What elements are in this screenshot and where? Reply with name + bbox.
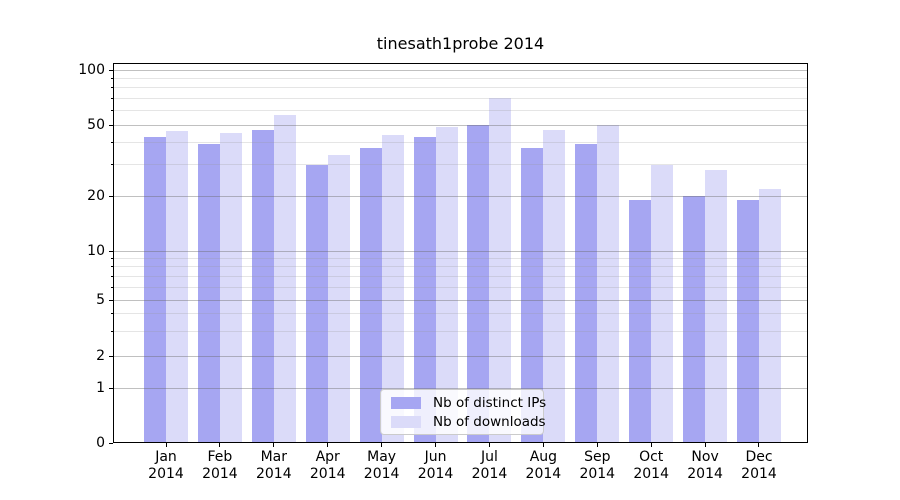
y-minor-tick (111, 164, 113, 166)
x-tick-label: Jun 2014 (417, 449, 454, 482)
bar-downloads-nov (705, 169, 728, 443)
x-tick-label: Jan 2014 (148, 449, 184, 482)
x-tick (381, 443, 383, 447)
y-tick-label: 100 (78, 61, 105, 78)
gridline-minor (114, 97, 807, 99)
y-tick (109, 69, 113, 71)
x-tick-label: Mar 2014 (255, 449, 292, 482)
x-tick (488, 443, 490, 447)
chart-title: tinesath1probe 2014 (376, 34, 545, 53)
y-tick (109, 355, 113, 357)
x-tick (435, 443, 437, 447)
gridline-minor (114, 330, 807, 332)
bar-downloads-aug (543, 129, 566, 443)
y-minor-tick (111, 266, 113, 268)
x-tick (704, 443, 706, 447)
x-tick (758, 443, 760, 447)
y-minor-tick (111, 330, 113, 332)
gridline-minor (114, 286, 807, 288)
bar-downloads-sep (597, 125, 620, 443)
bar-ips-feb (197, 144, 220, 443)
legend-label-distinct-ips: Nb of distinct IPs (433, 394, 547, 411)
gridline-major (114, 250, 807, 252)
bar-downloads-mar (273, 114, 296, 443)
y-tick-label: 2 (96, 347, 105, 364)
legend: Nb of distinct IPs Nb of downloads (380, 389, 546, 435)
bar-ips-may (359, 148, 382, 443)
gridline-minor (114, 266, 807, 268)
y-tick (109, 195, 113, 197)
bar-ips-sep (575, 144, 598, 443)
legend-label-downloads: Nb of downloads (433, 413, 546, 430)
x-tick (542, 443, 544, 447)
legend-swatch-distinct-ips (391, 396, 421, 409)
gridline-major (114, 299, 807, 301)
x-tick-label: Dec 2014 (741, 449, 777, 482)
x-tick (219, 443, 221, 447)
y-minor-tick (111, 77, 113, 79)
bar-ips-oct (629, 200, 652, 443)
bar-ips-mar (251, 129, 274, 443)
bar-downloads-apr (327, 154, 350, 443)
y-tick-label: 10 (87, 242, 105, 259)
gridline-minor (114, 275, 807, 277)
x-tick-label: Aug 2014 (525, 449, 562, 482)
y-tick-label: 50 (87, 116, 105, 133)
x-tick-label: Oct 2014 (633, 449, 669, 482)
gridline-major (114, 355, 807, 357)
y-minor-tick (111, 286, 113, 288)
gridline-minor (114, 313, 807, 315)
bar-downloads-jan (166, 131, 188, 443)
y-tick-label: 5 (96, 291, 105, 308)
legend-swatch-downloads (391, 415, 421, 428)
x-tick-label: Feb 2014 (202, 449, 238, 482)
gridline-minor (114, 141, 807, 143)
y-minor-tick (111, 141, 113, 143)
gridline-minor (114, 110, 807, 112)
y-tick (109, 124, 113, 126)
y-tick (109, 250, 113, 252)
x-tick (327, 443, 329, 447)
y-tick (109, 387, 113, 389)
x-tick-label: Apr 2014 (309, 449, 346, 482)
gridline-minor (114, 257, 807, 259)
y-tick (109, 299, 113, 301)
y-minor-tick (111, 257, 113, 259)
legend-row-distinct-ips: Nb of distinct IPs (391, 395, 546, 411)
x-tick-label: Nov 2014 (687, 449, 723, 482)
x-tick-label: Sep 2014 (579, 449, 616, 482)
plot-area-border (113, 63, 808, 443)
y-tick (109, 442, 113, 444)
gridline-major (114, 69, 807, 71)
y-tick-label: 20 (87, 187, 105, 204)
y-minor-tick (111, 110, 113, 112)
y-tick-label: 0 (96, 434, 105, 451)
gridline-minor (114, 87, 807, 89)
bar-ips-nov (683, 196, 706, 443)
bar-ips-apr (305, 164, 328, 443)
x-tick (273, 443, 275, 447)
bar-downloads-oct (651, 164, 674, 443)
bar-ips-dec (736, 200, 759, 443)
y-tick-label: 1 (96, 379, 105, 396)
gridline-minor (114, 77, 807, 79)
x-tick-label: May 2014 (363, 449, 400, 482)
x-tick (165, 443, 167, 447)
x-tick (650, 443, 652, 447)
bar-ips-jan (144, 136, 166, 443)
y-minor-tick (111, 87, 113, 89)
legend-row-downloads: Nb of downloads (391, 414, 546, 430)
y-minor-tick (111, 275, 113, 277)
x-tick-label: Jul 2014 (471, 449, 508, 482)
gridline-major (114, 195, 807, 197)
y-minor-tick (111, 313, 113, 315)
y-minor-tick (111, 97, 113, 99)
bar-downloads-dec (758, 188, 781, 443)
x-tick (596, 443, 598, 447)
gridline-major (114, 124, 807, 126)
gridline-minor (114, 164, 807, 166)
bar-downloads-feb (219, 133, 242, 443)
